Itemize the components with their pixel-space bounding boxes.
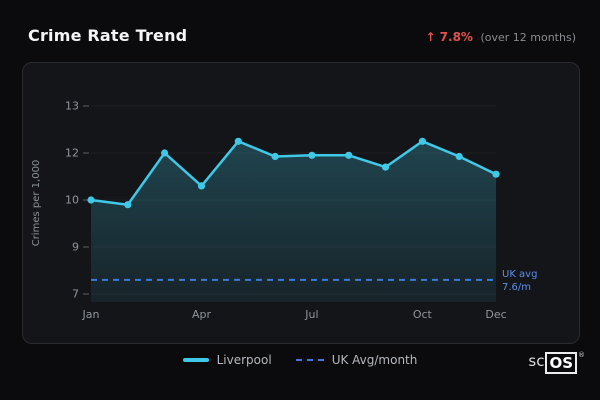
liverpool-area-fill [91,141,496,302]
x-tick-label: Dec [485,308,506,321]
x-tick-label: Jul [304,308,318,321]
data-point[interactable] [197,182,206,190]
y-tick-label: 13 [65,100,79,113]
data-point[interactable] [234,137,242,145]
uk-avg-line-swatch [295,359,324,361]
logo-prefix: sc [528,352,545,370]
y-axis-title: Crimes per 1,000 [31,160,42,247]
stat-change: ↑ 7.8% [425,30,473,44]
header: Crime Rate Trend ↑ 7.8% (over 12 months) [28,26,576,45]
data-point[interactable] [492,170,500,178]
legend: Liverpool UK Avg/month [0,353,600,367]
liverpool-line-swatch [182,358,209,362]
y-tick-label: 12 [65,147,79,160]
y-tick-label: 10 [65,194,79,207]
uk-avg-annotation-line2: 7.6/m [502,282,531,293]
data-point[interactable] [271,152,279,161]
legend-item-uk-avg[interactable]: UK Avg/month [295,353,418,367]
data-point[interactable] [161,149,169,157]
registered-mark: ® [578,351,585,359]
data-point[interactable] [308,151,316,159]
legend-label-liverpool: Liverpool [216,353,272,367]
x-tick-label: Oct [413,308,433,321]
stat-caption: (over 12 months) [480,31,576,44]
page-title: Crime Rate Trend [28,26,188,45]
scos-logo: sc OS ® [528,351,585,374]
y-tick-label: 9 [72,241,79,254]
stat-summary: ↑ 7.8% (over 12 months) [425,30,576,44]
data-point[interactable] [124,201,132,209]
chart-card: 13 12 10 9 7 Jan Apr Jul Oct Dec UK avg 7.6/m Crimes… [22,62,580,344]
y-tick-label: 7 [72,288,79,301]
legend-item-liverpool[interactable]: Liverpool [182,353,272,367]
x-tick-label: Apr [192,308,212,321]
logo-box: OS [545,352,577,374]
data-point[interactable] [418,137,426,145]
data-point[interactable] [345,151,353,159]
uk-avg-annotation-line1: UK avg [502,269,537,280]
data-point[interactable] [87,196,95,204]
liverpool-line [89,140,498,206]
data-point[interactable] [455,152,463,161]
data-point[interactable] [381,163,390,171]
x-tick-label: Jan [82,308,100,321]
legend-label-uk-avg: UK Avg/month [331,353,418,367]
